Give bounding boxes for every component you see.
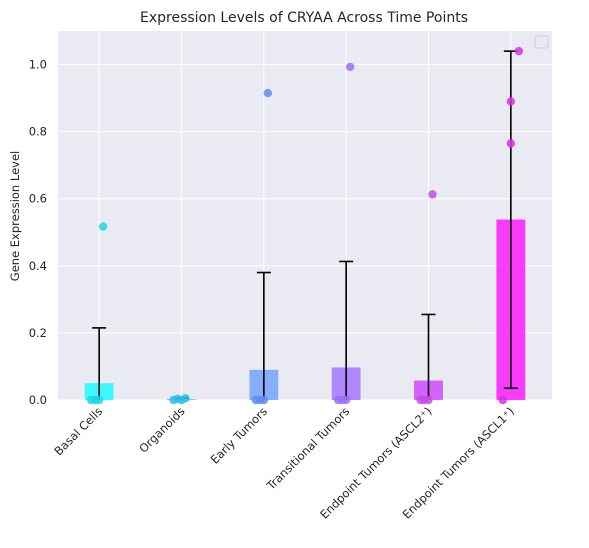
y-tick-label: 0.6 [29,192,47,206]
y-tick-label: 0.8 [29,125,47,139]
data-point [424,396,432,404]
chart-title: Expression Levels of CRYAA Across Time P… [140,10,468,26]
x-tick-label: Early Tumors [208,404,270,466]
x-axis-ticks: Basal Cells Organoids Early TumorsTransiti… [51,404,517,521]
y-tick-label: 0.2 [29,326,47,340]
data-point [507,97,515,105]
y-tick-label: 0.0 [29,393,47,407]
data-point [264,89,272,97]
legend [535,36,548,48]
data-point [181,394,189,402]
data-point [99,222,107,230]
plot-area [58,31,552,400]
y-axis-label: Gene Expression Level [8,151,22,281]
y-tick-label: 0.4 [29,259,47,273]
x-tick-label: Basal Cells [51,404,105,458]
data-point [507,139,515,147]
data-point [428,190,436,198]
data-point [342,396,350,404]
y-tick-label: 1.0 [29,58,47,72]
data-point [346,63,354,71]
x-tick-label: Organoids [136,404,187,455]
data-point [95,396,103,404]
data-point [515,47,523,55]
data-point [499,396,507,404]
y-axis-ticks: 0.0 0.2 0.4 0.6 0.8 1.0 [29,58,47,407]
data-point [260,396,268,404]
x-tick-label: Transitional Tumors [263,404,352,493]
